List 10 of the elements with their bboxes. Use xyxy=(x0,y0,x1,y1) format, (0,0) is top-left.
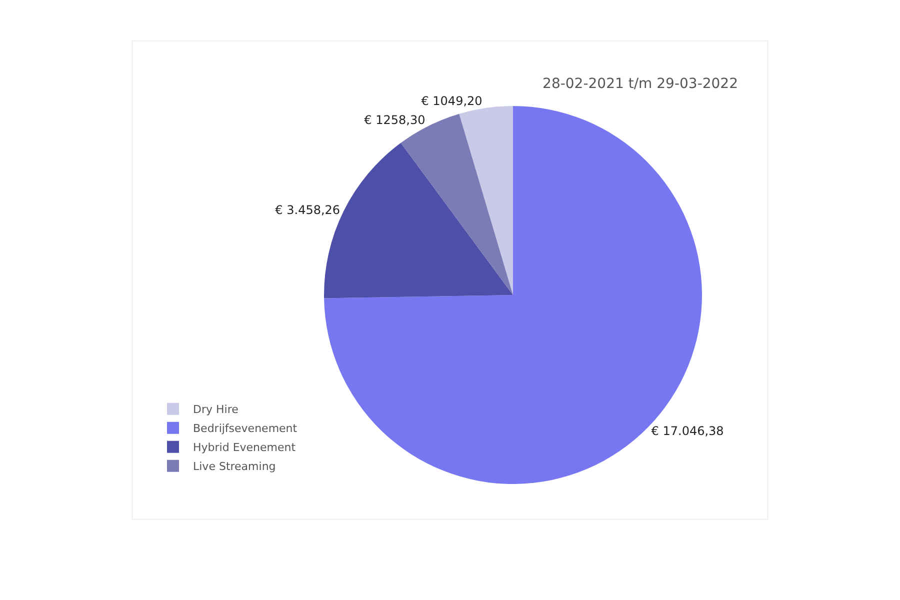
legend-label: Hybrid Evenement xyxy=(193,441,296,454)
legend-label: Bedrijfsevenement xyxy=(193,422,298,436)
data-label: € 1049,20 xyxy=(421,94,482,108)
legend-label: Dry Hire xyxy=(193,403,239,416)
data-label: € 17.046,38 xyxy=(651,424,724,438)
pie-slice xyxy=(459,106,513,296)
data-label: € 3.458,26 xyxy=(275,202,340,217)
legend-label: Live Streaming xyxy=(193,460,276,474)
chart-title: 28-02-2021 t/m 29-03-2022 xyxy=(542,76,738,92)
data-label: € 1258,30 xyxy=(364,113,426,128)
